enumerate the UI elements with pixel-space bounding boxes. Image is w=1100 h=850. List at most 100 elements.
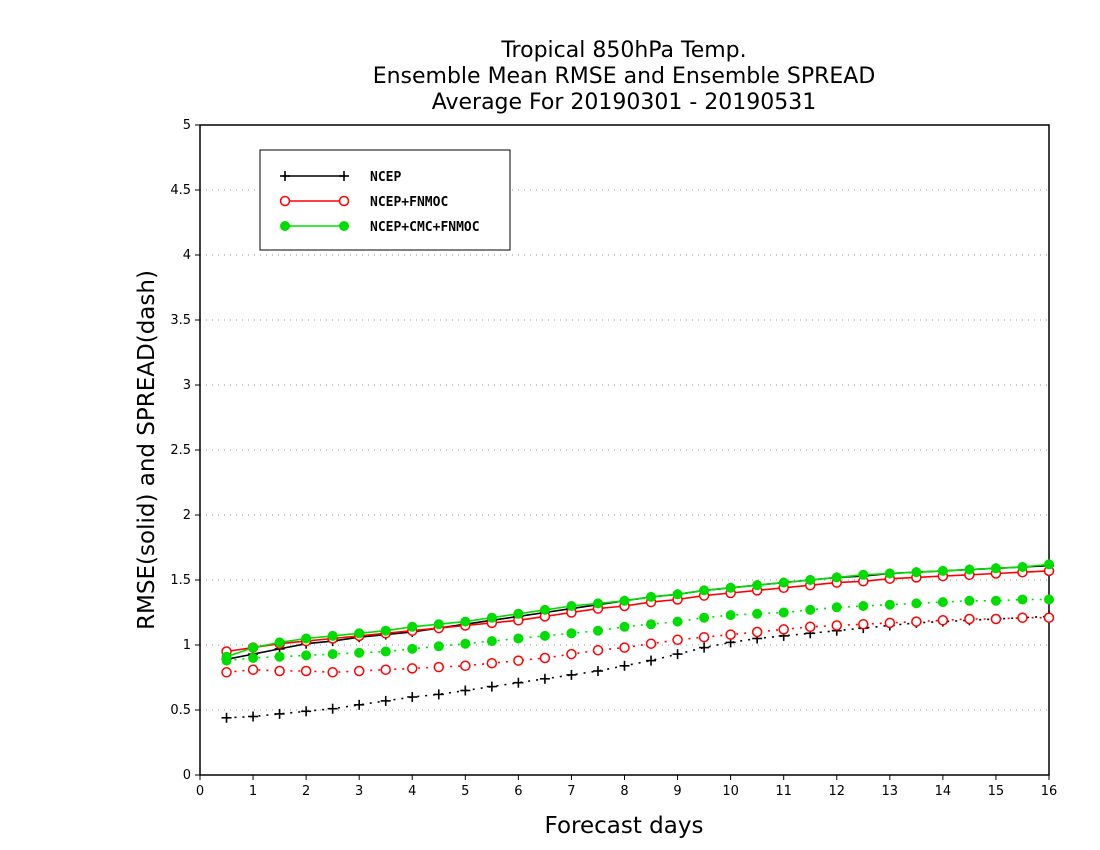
- x-tick-label: 16: [1041, 784, 1058, 799]
- y-tick-label: 1.5: [170, 573, 191, 588]
- data-point: [725, 610, 736, 621]
- x-tick-label: 8: [620, 784, 628, 799]
- y-axis-label: RMSE(solid) and SPREAD(dash): [134, 270, 160, 630]
- data-point: [699, 642, 710, 653]
- y-tick-label: 2: [183, 508, 191, 523]
- data-point: [460, 638, 471, 649]
- data-point: [1017, 594, 1028, 605]
- plot-series: [221, 559, 1055, 723]
- data-point: [221, 667, 232, 678]
- title-line-2: Ensemble Mean RMSE and Ensemble SPREAD: [373, 64, 876, 89]
- x-tick-label: 11: [775, 784, 792, 799]
- data-point: [1017, 562, 1028, 572]
- data-point: [778, 624, 789, 635]
- legend-box: [259, 149, 511, 251]
- y-tick-label: 4.5: [170, 183, 191, 198]
- data-point: [1044, 559, 1054, 570]
- x-tick-label: 13: [882, 784, 899, 799]
- legend-marker: [338, 195, 350, 207]
- data-point: [698, 631, 710, 643]
- data-point: [300, 665, 312, 677]
- x-tick-label: 12: [828, 784, 845, 799]
- data-point: [592, 625, 603, 636]
- data-point: [1043, 612, 1055, 623]
- data-point: [407, 692, 418, 702]
- data-point: [407, 621, 418, 632]
- series-1-rmse: [221, 565, 1055, 657]
- x-tick-label: 10: [722, 784, 739, 799]
- data-point: [858, 618, 869, 630]
- data-point: [752, 608, 763, 619]
- data-point: [433, 689, 444, 700]
- legend-label: NCEP: [370, 170, 401, 185]
- data-point: [911, 616, 922, 627]
- legend-marker: [280, 221, 290, 231]
- series-line: [226, 563, 1050, 658]
- x-tick-label: 14: [935, 784, 952, 799]
- y-tick-label: 3.5: [170, 313, 191, 328]
- data-point: [778, 577, 789, 588]
- y-tick-label: 0.5: [170, 703, 191, 718]
- legend-marker: [280, 171, 290, 181]
- series-line: [226, 616, 1049, 674]
- data-point: [539, 604, 550, 615]
- series-line: [226, 615, 1050, 719]
- data-point: [539, 652, 551, 664]
- data-point: [884, 599, 895, 610]
- data-point: [672, 634, 683, 646]
- x-tick-label: 1: [249, 784, 257, 799]
- data-point: [804, 621, 816, 633]
- data-point: [380, 695, 391, 706]
- data-point: [831, 602, 842, 613]
- data-point: [566, 669, 577, 680]
- data-point: [911, 598, 922, 609]
- data-point: [380, 646, 391, 657]
- data-point: [407, 643, 418, 654]
- x-tick-label: 9: [673, 784, 681, 799]
- data-point: [248, 642, 259, 653]
- chart-title: Tropical 850hPa Temp. Ensemble Mean RMSE…: [373, 38, 876, 115]
- data-point: [646, 591, 657, 602]
- data-point: [805, 575, 816, 585]
- data-point: [539, 673, 550, 684]
- data-point: [699, 585, 710, 596]
- data-point: [221, 712, 232, 723]
- data-point: [433, 641, 444, 652]
- data-point: [805, 604, 816, 615]
- x-axis-label: Forecast days: [545, 813, 704, 839]
- y-axis-ticks: 0 0.5 1 1.5 2 2.5 3 3.5 4 4.5 5: [170, 118, 200, 783]
- data-point: [831, 572, 842, 583]
- legend-marker: [339, 221, 349, 231]
- data-point: [619, 621, 630, 632]
- data-point: [990, 563, 1001, 574]
- title-line-1: Tropical 850hPa Temp.: [500, 38, 746, 63]
- data-point: [433, 661, 445, 673]
- legend-label: NCEP+FNMOC: [370, 195, 448, 210]
- data-point: [752, 580, 763, 591]
- data-point: [964, 595, 975, 606]
- data-point: [619, 642, 630, 653]
- data-point: [354, 647, 365, 658]
- series-0-spread: [221, 611, 1054, 723]
- x-axis-ticks: 0 1 2 3 4 5 6 7 8 9 10 11 12 13 14 15 16: [196, 775, 1057, 799]
- data-point: [566, 628, 577, 639]
- data-point: [1044, 594, 1054, 605]
- data-point: [380, 625, 391, 636]
- data-point: [672, 649, 683, 660]
- data-point: [354, 628, 365, 639]
- data-point: [460, 685, 471, 696]
- data-point: [911, 567, 922, 578]
- data-point: [646, 655, 657, 666]
- data-point: [858, 601, 869, 611]
- data-point: [274, 637, 285, 648]
- data-point: [301, 706, 312, 717]
- data-point: [353, 665, 365, 677]
- data-point: [513, 655, 524, 666]
- data-point: [990, 613, 1002, 625]
- legend-marker: [279, 195, 291, 207]
- data-point: [460, 660, 471, 672]
- series-line: [226, 598, 1049, 662]
- y-tick-label: 3: [183, 378, 191, 393]
- legend-label: NCEP+CMC+FNMOC: [370, 220, 480, 235]
- data-point: [327, 703, 338, 714]
